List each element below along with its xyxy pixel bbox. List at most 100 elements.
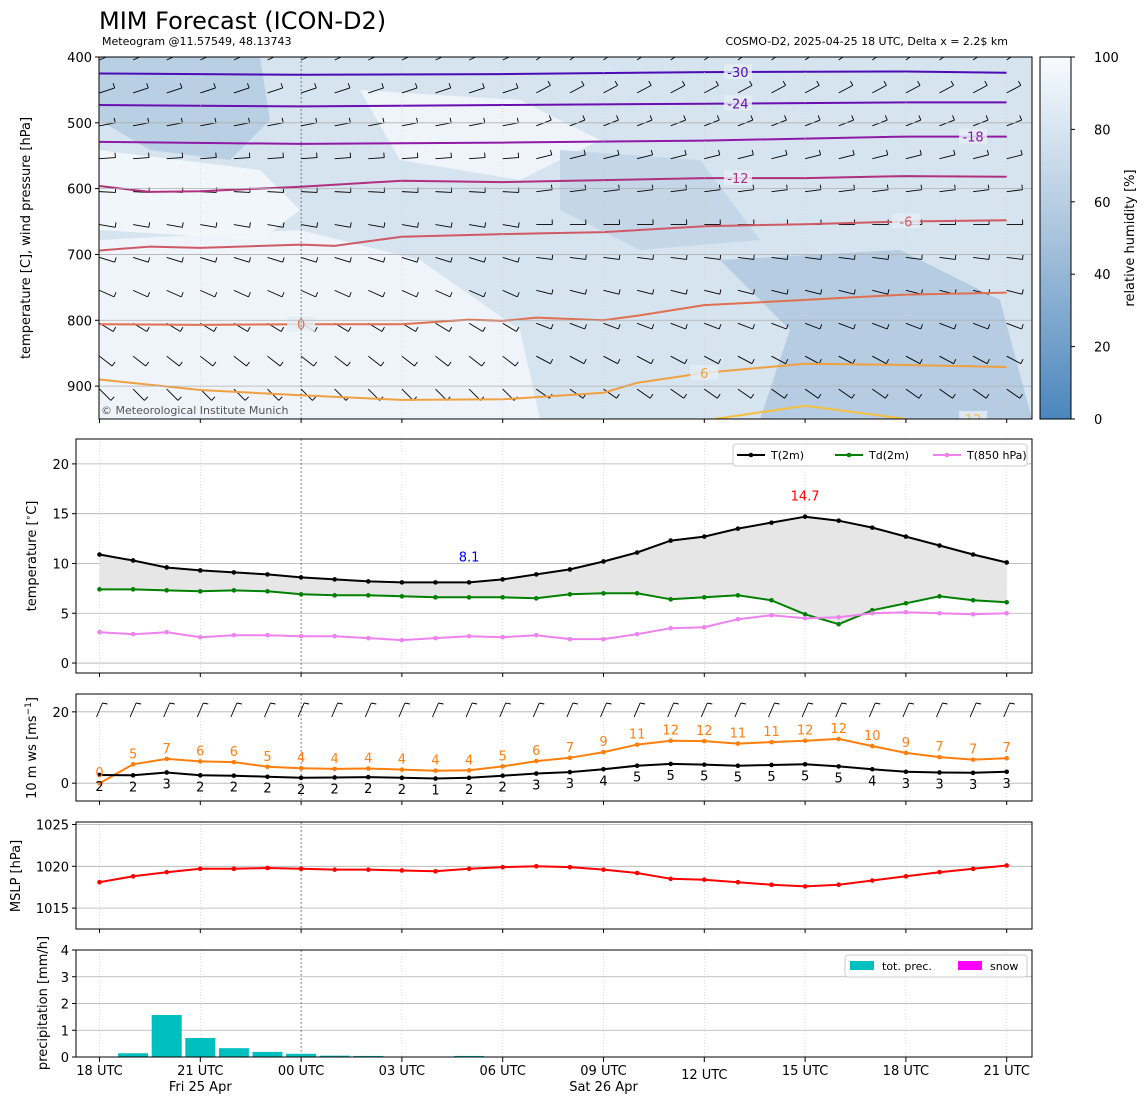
barb-staff [401, 87, 418, 94]
gust-label: 11 [763, 725, 780, 740]
barb-flag [751, 149, 754, 155]
surface-wind-barb [936, 702, 948, 718]
barb-staff [435, 388, 448, 401]
mean-point [130, 773, 136, 778]
barb-flag [651, 324, 655, 330]
t2m-point [702, 534, 707, 539]
barb-staff [1006, 257, 1023, 260]
barb-staff [502, 157, 519, 160]
barb-staff [872, 189, 889, 193]
wind-barb [402, 422, 416, 435]
barb-flag [883, 80, 887, 86]
barb-staff [166, 257, 183, 263]
barb-flag [785, 149, 788, 155]
t850-point [735, 616, 741, 622]
mslp-line [99, 864, 1007, 888]
surface-wind-barb [868, 702, 881, 718]
wind-barb [536, 80, 551, 94]
wind-barb [737, 80, 753, 94]
ytick-label-0: 0 [61, 777, 69, 792]
wind-barb [536, 149, 553, 160]
gust-label: 9 [902, 736, 910, 751]
barb-flag [614, 80, 619, 86]
barb-flag [145, 361, 150, 367]
barb-flag [315, 292, 319, 298]
gust-point [433, 768, 438, 773]
ytick-label-5: 900 [67, 380, 92, 395]
wind-barb [670, 80, 686, 94]
mean-wind-label: 5 [633, 771, 641, 786]
barb-staff [838, 57, 844, 61]
wind-barb [771, 57, 777, 61]
precipitation-legend: tot. prec. snow [844, 954, 1028, 978]
t2m-point [802, 514, 808, 519]
mslp-point [970, 866, 976, 872]
wind-barb [972, 322, 991, 330]
pressure-frame [75, 821, 1033, 930]
barb-flag [985, 429, 988, 433]
barb-staff [536, 322, 552, 330]
wind-barb [569, 219, 587, 225]
wind-barb [905, 254, 923, 260]
t850-point [130, 631, 136, 637]
mean-wind-label: 5 [767, 770, 775, 785]
barb-staff [334, 388, 347, 401]
wind-barb [939, 149, 956, 160]
barb-staff [301, 122, 317, 127]
mslp-point [735, 879, 741, 885]
barb-flag [786, 324, 789, 330]
barb-flag [144, 396, 149, 401]
mslp-point [668, 876, 673, 882]
barb-flag [548, 429, 551, 433]
td2m-point [735, 593, 741, 598]
gust-line [99, 737, 1007, 785]
wind-barb [704, 322, 722, 330]
isotherm-label-bg-2 [959, 128, 988, 144]
barb-staff [838, 388, 853, 399]
barb-staff [939, 57, 945, 61]
barb-flag [179, 49, 181, 53]
barb-flag [952, 393, 956, 399]
wind-barb [603, 57, 609, 61]
td2m-point [366, 593, 371, 598]
barb-flag [270, 702, 276, 705]
t850-point [567, 636, 573, 642]
wind-barb [805, 254, 822, 260]
gust-label: 6 [196, 744, 204, 759]
wind-barb [401, 152, 419, 160]
barb-flag [650, 359, 654, 364]
xtick-label-2: 00 UTC [278, 1064, 324, 1079]
gust-label: 0 [95, 766, 103, 781]
barb-staff [230, 702, 238, 718]
t850-point [970, 611, 976, 617]
barb-flag [886, 324, 890, 330]
barb-staff [536, 289, 552, 295]
barb-flag [819, 324, 823, 330]
wind-barb [133, 222, 151, 228]
mslp-point [634, 870, 640, 876]
barb-flag [472, 702, 478, 705]
barb-staff [704, 57, 710, 61]
barb-staff [600, 702, 607, 718]
barb-flag [450, 222, 453, 228]
barb-flag [448, 83, 452, 89]
barb-flag [180, 292, 184, 298]
wind-barb [435, 83, 452, 94]
t850-point [97, 629, 102, 635]
wind-barb [368, 222, 386, 228]
barb-flag [148, 222, 151, 228]
t2m-point [601, 559, 606, 564]
wind-barb [468, 355, 486, 367]
wind-barb [368, 83, 384, 94]
gust-point [735, 741, 741, 746]
barb-staff [670, 289, 687, 295]
barb-flag [953, 149, 956, 155]
colorbar-tick-label-2: 40 [1094, 268, 1111, 283]
upper-air-panel: -30 -24 -18 -12 -6 0 6 12 400 500 600 700 800 900 te… [19, 49, 1138, 435]
ytick-label-2: 1025 [36, 819, 69, 834]
barb-staff [200, 355, 214, 367]
barb-flag [986, 359, 990, 364]
t2m-point [298, 575, 304, 580]
legend-label-precip: tot. prec. [882, 960, 932, 973]
barb-flag [450, 257, 453, 263]
